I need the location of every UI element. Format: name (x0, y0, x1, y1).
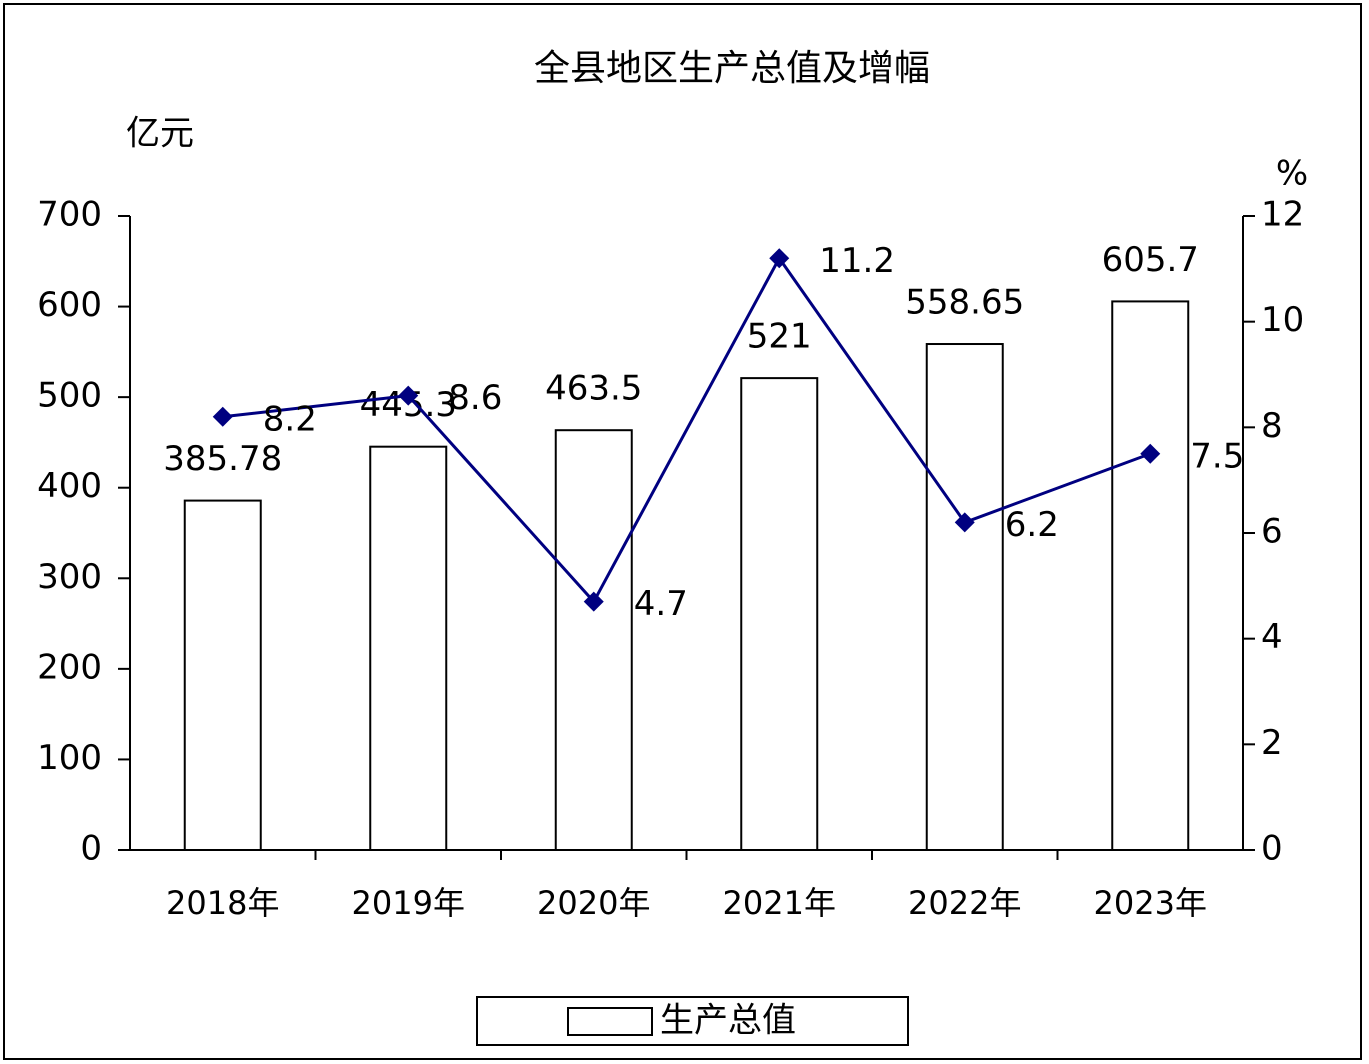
bar (183, 499, 262, 851)
x-tick-label: 2018年 (166, 884, 279, 922)
y2-axis-label: % (1276, 154, 1308, 194)
legend-swatch (567, 1007, 653, 1036)
y-tick-label: 500 (37, 376, 102, 416)
line-marker (769, 248, 790, 269)
y-tick-label: 0 (80, 829, 102, 869)
y2-tick-label: 10 (1261, 300, 1304, 340)
line-marker (398, 385, 419, 406)
x-tick-label: 2022年 (908, 884, 1021, 922)
bar-value-label: 385.78 (163, 439, 282, 479)
y-axis-label: 亿元 (126, 114, 194, 154)
line-value-label: 6.2 (1005, 505, 1059, 545)
bar-value-label: 605.7 (1102, 240, 1199, 280)
x-tick-label: 2023年 (1094, 884, 1207, 922)
y2-tick-label: 12 (1261, 195, 1304, 235)
bar (740, 377, 819, 851)
y-tick-label: 600 (37, 285, 102, 325)
line-value-label: 8.6 (448, 378, 502, 418)
y-tick-label: 400 (37, 466, 102, 506)
y2-tick-label: 8 (1261, 406, 1283, 446)
bar (1111, 300, 1190, 851)
y2-tick-label: 2 (1261, 723, 1283, 763)
y2-tick-label: 4 (1261, 617, 1283, 657)
line-value-label: 11.2 (819, 241, 895, 281)
bar (925, 343, 1004, 851)
x-tick-label: 2020年 (537, 884, 650, 922)
y2-tick-label: 6 (1261, 512, 1283, 552)
y-tick-label: 100 (37, 738, 102, 778)
line-value-label: 7.5 (1190, 436, 1244, 476)
legend-label: 生产总值 (660, 1001, 796, 1041)
y2-tick-label: 0 (1261, 829, 1283, 869)
line-value-label: 4.7 (634, 584, 688, 624)
y-tick-label: 300 (37, 557, 102, 597)
bar-value-label: 463.5 (545, 369, 642, 409)
bar-value-label: 521 (747, 317, 812, 357)
x-tick-label: 2019年 (352, 884, 465, 922)
bar (554, 429, 633, 851)
line-marker (583, 591, 604, 612)
legend-box (476, 996, 909, 1046)
line-marker (1140, 443, 1161, 464)
y-tick-label: 200 (37, 647, 102, 687)
y-tick-label: 700 (37, 195, 102, 235)
bar-value-label: 558.65 (905, 283, 1024, 323)
bar (369, 445, 448, 851)
chart-title: 全县地区生产总值及增幅 (534, 48, 930, 89)
line-value-label: 8.2 (263, 399, 317, 439)
line-marker (212, 406, 233, 427)
x-tick-label: 2021年 (723, 884, 836, 922)
line-marker (954, 512, 975, 533)
line (222, 255, 1151, 605)
